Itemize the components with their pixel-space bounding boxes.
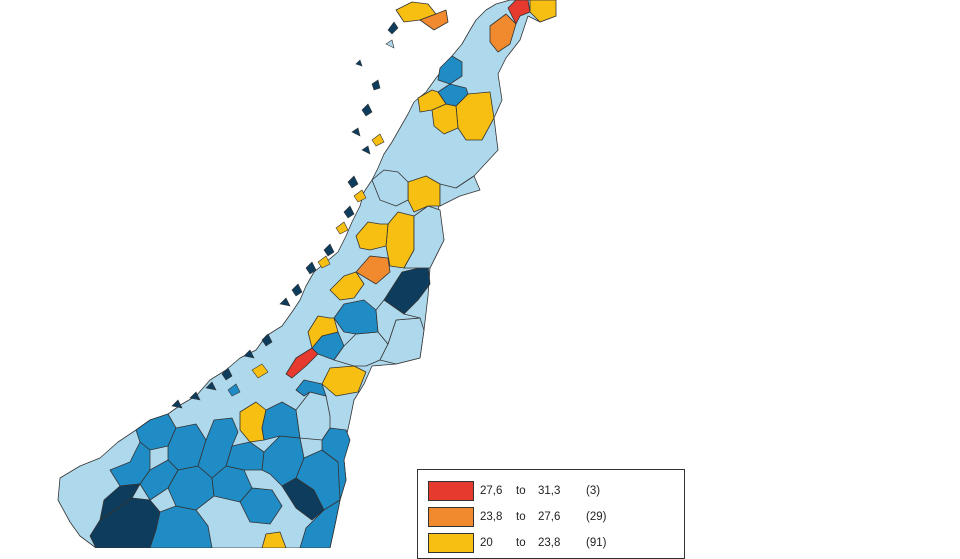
region-ms-12 bbox=[375, 299, 421, 345]
legend-swatch-orange bbox=[428, 507, 474, 527]
region-wc-2 bbox=[329, 271, 365, 301]
region-n-5 bbox=[437, 55, 463, 85]
legend-count: (91) bbox=[586, 537, 607, 549]
region-fn-1 bbox=[489, 13, 517, 53]
legend-low: 20 bbox=[480, 537, 493, 549]
legend-low: 23,8 bbox=[480, 511, 503, 523]
region-s-8 bbox=[299, 499, 341, 548]
legend-to: to bbox=[516, 485, 526, 497]
legend-count: (29) bbox=[586, 511, 607, 523]
region-s-4 bbox=[239, 487, 283, 525]
region-ms-5 bbox=[295, 379, 327, 397]
region-s-7 bbox=[321, 427, 351, 501]
legend-item: 23,8 to 27,6 (29) bbox=[428, 506, 622, 528]
region-s-9 bbox=[261, 531, 287, 548]
legend-low: 27,6 bbox=[480, 485, 503, 497]
region-wc-7 bbox=[355, 221, 389, 251]
legend-swatch-red bbox=[428, 481, 474, 501]
legend-count: (3) bbox=[586, 485, 601, 497]
region-ms-13 bbox=[307, 315, 339, 349]
region-wc-5 bbox=[407, 175, 441, 213]
region-s-14 bbox=[197, 417, 239, 479]
map-legend: 27,6 to 31,3 (3) 23,8 to 27,6 (29) 20 to… bbox=[417, 469, 685, 559]
region-fn-3 bbox=[529, 0, 557, 23]
region-wc-8 bbox=[371, 169, 409, 207]
legend-item: 27,6 to 31,3 (3) bbox=[428, 480, 622, 502]
legend-high: 31,3 bbox=[538, 485, 561, 497]
region-wc-4 bbox=[403, 205, 445, 269]
region-n-4 bbox=[417, 89, 447, 113]
region-ms-4 bbox=[321, 365, 367, 397]
legend-high: 27,6 bbox=[538, 511, 561, 523]
region-wc-1 bbox=[355, 255, 391, 285]
coastal-islands bbox=[171, 21, 399, 409]
legend-swatch-yellow bbox=[428, 533, 474, 553]
region-n-1 bbox=[455, 91, 495, 141]
region-s-17 bbox=[139, 459, 179, 501]
legend-item: 20 to 23,8 (91) bbox=[428, 532, 622, 554]
legend-high: 23,8 bbox=[538, 537, 561, 549]
region-wc-6 bbox=[439, 175, 481, 207]
legend-to: to bbox=[516, 511, 526, 523]
legend-to: to bbox=[516, 537, 526, 549]
region-fn-5 bbox=[419, 9, 449, 31]
